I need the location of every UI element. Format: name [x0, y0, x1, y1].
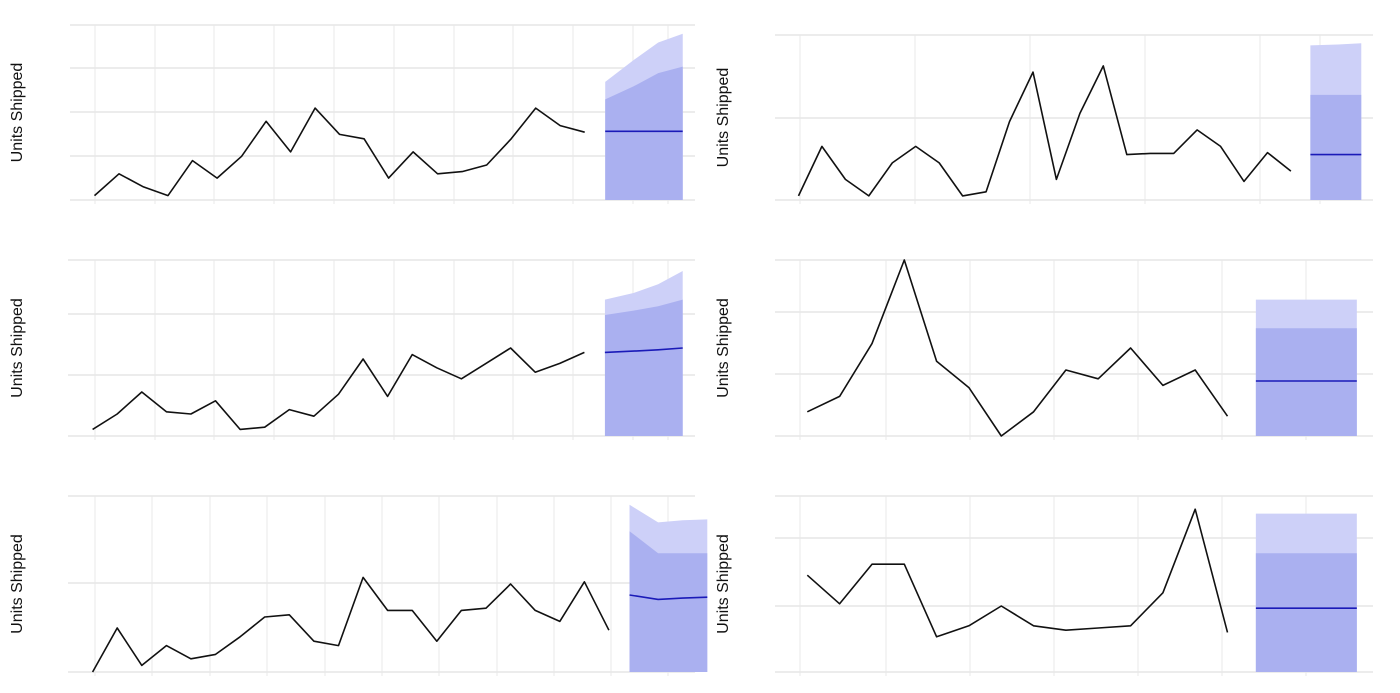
y-axis-label: Units Shipped [715, 68, 732, 168]
y-axis-label: Units Shipped [9, 63, 26, 163]
y-axis-label: Units Shipped [715, 534, 732, 634]
y-axis-label: Units Shipped [9, 298, 26, 398]
forecast-panel-3: Units Shipped [9, 259, 695, 440]
forecast-panel-5: Units Shipped [9, 495, 708, 676]
y-axis-label: Units Shipped [9, 534, 26, 634]
history-series-line [797, 65, 1292, 197]
history-series-line [806, 259, 1229, 437]
forecast-panel-1: Units Shipped [9, 24, 695, 204]
grid [68, 259, 695, 440]
forecast-mean-line [604, 347, 683, 354]
history-series-line [93, 107, 585, 197]
grid [775, 34, 1373, 204]
forecast-mean-line [629, 594, 708, 601]
interval-80-band [1255, 553, 1357, 672]
forecast-panel-2: Units Shipped [715, 34, 1373, 204]
interval-80-band [1255, 328, 1357, 436]
history-series-line [806, 508, 1229, 638]
y-axis-label: Units Shipped [715, 298, 732, 398]
history-series-line [91, 576, 610, 673]
grid [70, 24, 695, 204]
interval-80-band [629, 531, 708, 672]
forecast-panel-6: Units Shipped [715, 495, 1373, 676]
interval-80-band [604, 299, 683, 436]
interval-80-band [605, 66, 683, 200]
grid [68, 495, 695, 676]
history-series-line [92, 347, 585, 431]
interval-80-band [1310, 94, 1362, 200]
forecast-panel-4: Units Shipped [715, 259, 1373, 440]
